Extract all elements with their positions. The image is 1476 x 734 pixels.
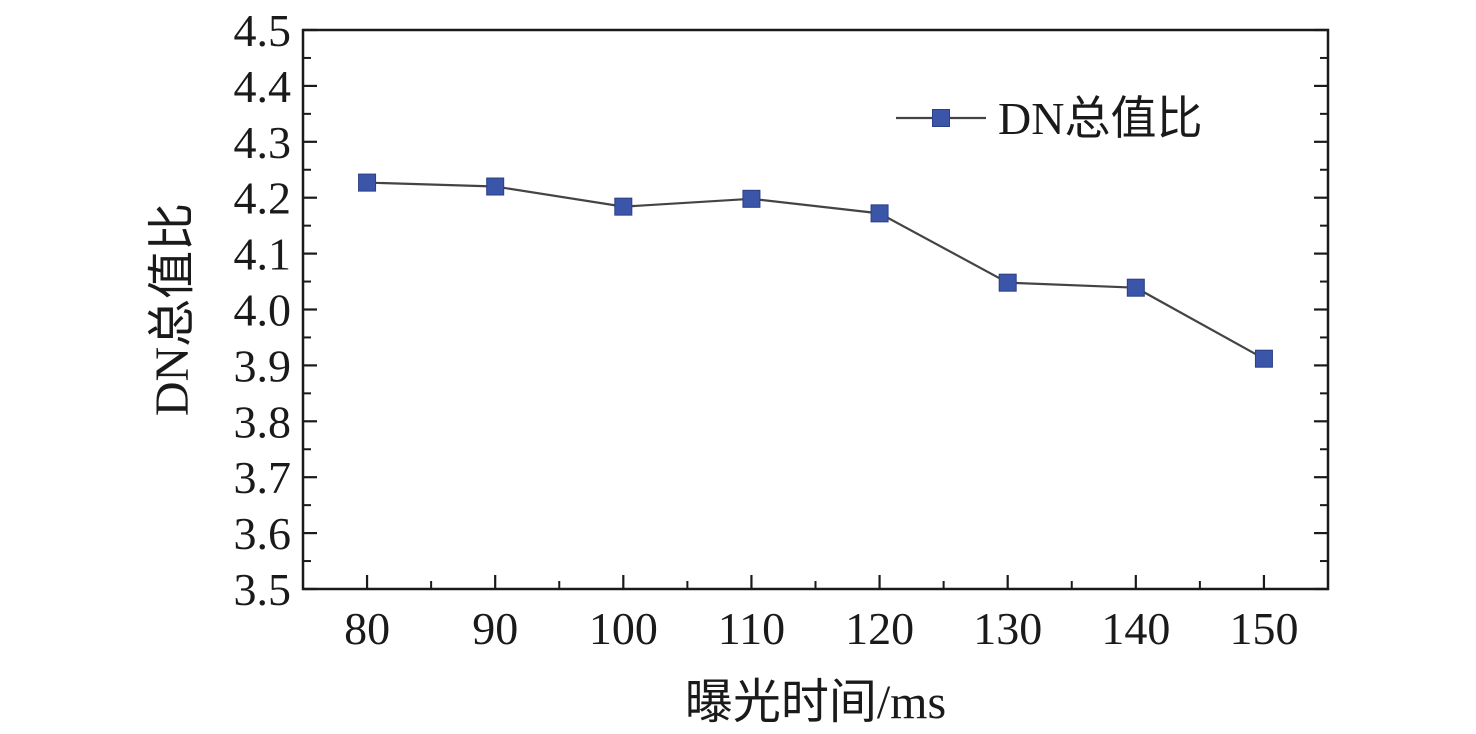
data-series: [358, 173, 1273, 368]
y-tick-label: 3.6: [234, 508, 292, 559]
y-tick-label: 4.5: [234, 5, 292, 56]
x-tick-label: 130: [973, 603, 1042, 654]
y-tick-label: 3.8: [234, 396, 292, 447]
data-point: [998, 273, 1017, 292]
legend: DN总值比: [896, 93, 1202, 144]
y-tick-label: 3.5: [234, 564, 292, 615]
series-line: [367, 181, 1265, 360]
y-tick-label: 4.1: [234, 229, 292, 280]
y-tick-label: 4.0: [234, 285, 292, 336]
data-point: [1254, 349, 1273, 368]
x-axis-title: 曝光时间/ms: [685, 676, 946, 729]
y-axis: 3.53.63.73.83.94.04.14.24.34.44.5: [234, 5, 1328, 615]
y-axis-title: DN总值比: [146, 203, 199, 416]
data-point: [870, 204, 889, 223]
x-tick-label: 140: [1101, 603, 1170, 654]
y-tick-label: 3.9: [234, 340, 292, 391]
y-tick-label: 4.4: [234, 61, 292, 112]
x-tick-label: 100: [589, 603, 658, 654]
y-tick-label: 4.3: [234, 117, 292, 168]
y-tick-label: 4.2: [234, 173, 292, 224]
x-tick-label: 150: [1229, 603, 1298, 654]
data-point: [358, 173, 377, 192]
x-tick-label: 80: [344, 603, 390, 654]
x-tick-label: 110: [718, 603, 785, 654]
data-point: [742, 189, 761, 208]
data-point: [1126, 278, 1145, 297]
x-axis: 80 90 100 110 120 130 140 150: [302, 575, 1329, 654]
data-point: [614, 197, 633, 216]
x-tick-label: 90: [472, 603, 518, 654]
y-tick-label: 3.7: [234, 452, 292, 503]
data-point: [486, 177, 505, 196]
legend-label: DN总值比: [998, 93, 1202, 144]
legend-marker: [932, 109, 950, 127]
x-tick-label: 120: [845, 603, 914, 654]
